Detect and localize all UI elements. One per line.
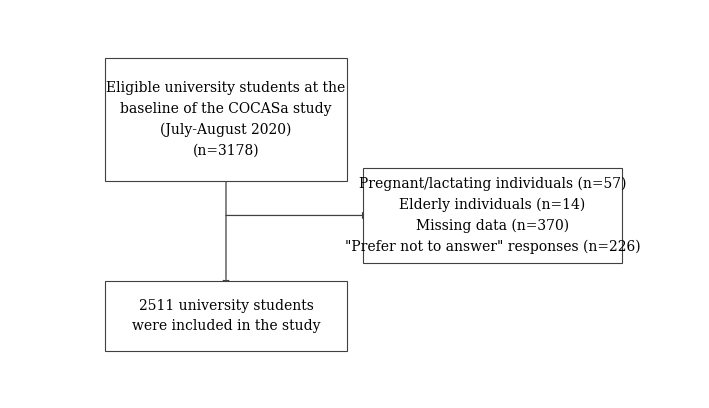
Bar (105, 282, 347, 350)
Text: Eligible university students at the
baseline of the COCASa study
(July-August 20: Eligible university students at the base… (106, 82, 345, 158)
Text: 2511 university students
were included in the study: 2511 university students were included i… (132, 299, 320, 333)
Bar (105, 58, 347, 181)
Bar (363, 169, 622, 263)
Text: Pregnant/lactating individuals (n=57)
Elderly individuals (n=14)
Missing data (n: Pregnant/lactating individuals (n=57) El… (345, 176, 640, 255)
